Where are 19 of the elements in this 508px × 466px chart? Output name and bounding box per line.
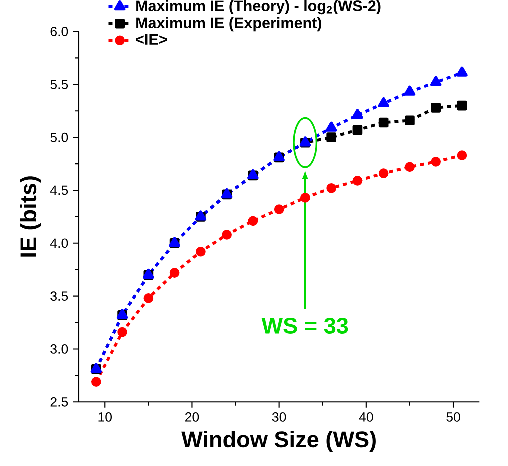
- y-tick-label: 3.0: [50, 344, 68, 354]
- x-tick-label: 40: [359, 412, 374, 422]
- y-tick-label: 5.5: [50, 80, 68, 90]
- y-tick-label: 4.5: [50, 186, 68, 196]
- x-tick-label: 10: [98, 412, 112, 422]
- legend-label: Maximum IE (Experiment): [136, 17, 322, 32]
- annotation: WS = 33: [262, 318, 348, 334]
- x-axis-title: Window Size (WS): [182, 431, 376, 452]
- y-tick-label: 5.0: [50, 132, 68, 142]
- y-tick-label: 2.5: [50, 397, 68, 407]
- x-tick-label: 50: [446, 412, 460, 422]
- legend-label: Maximum IE (Theory) - log$_{2}$(WS-2): [136, 0, 381, 15]
- x-tick-label: 30: [272, 412, 286, 422]
- y-tick-label: 3.5: [50, 292, 68, 302]
- legend-label: <IE>: [136, 34, 168, 45]
- x-tick-label: 20: [186, 412, 200, 422]
- y-axis-title: IE (bits): [20, 176, 42, 257]
- y-tick-label: 6.0: [50, 27, 68, 36]
- y-tick-label: 4.0: [50, 238, 68, 248]
